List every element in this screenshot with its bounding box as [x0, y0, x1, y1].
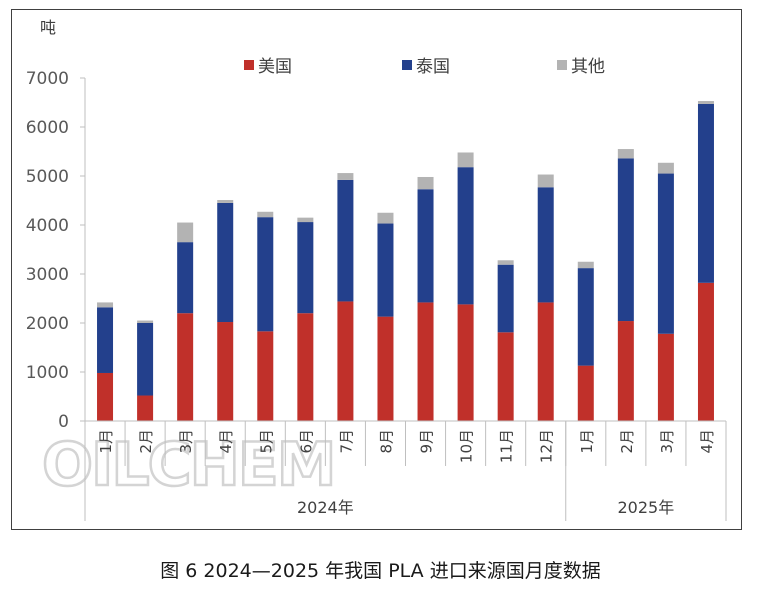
bar-usa [257, 331, 274, 421]
group-label: 2025年 [618, 498, 675, 517]
x-tick-label: 8月 [377, 429, 395, 454]
bar-thailand [537, 187, 554, 303]
legend-label: 其他 [571, 57, 605, 77]
legend-label: 泰国 [416, 57, 450, 77]
bar-other [337, 173, 354, 180]
y-axis-unit-label: 吨 [40, 18, 56, 37]
bar-usa [97, 372, 114, 421]
bar-other [417, 176, 434, 190]
chart-plot: 吨 OILCHEM 01000200030004000500060007000 … [26, 18, 727, 521]
bar-usa [177, 313, 194, 421]
bar-thailand [297, 222, 314, 314]
bar-usa [417, 302, 434, 421]
y-tick-label: 4000 [26, 216, 69, 236]
y-tick-label: 5000 [26, 167, 69, 187]
bar-other [697, 101, 714, 104]
bar-other [657, 162, 674, 174]
bar-usa [217, 322, 234, 421]
bar-other [97, 302, 114, 308]
bar-thailand [417, 189, 434, 303]
bar-usa [697, 282, 714, 421]
x-tick-label: 1月 [97, 429, 115, 454]
group-label: 2024年 [297, 498, 354, 517]
bar-other [537, 174, 554, 188]
bar-thailand [577, 268, 594, 366]
bar-other [377, 212, 394, 224]
bar-usa [337, 301, 354, 421]
legend-swatch [244, 60, 254, 70]
x-tick-label: 2月 [137, 429, 155, 454]
y-tick-label: 1000 [26, 363, 69, 383]
legend-swatch [402, 60, 412, 70]
x-tick-label: 4月 [217, 429, 235, 454]
x-tick-label: 12月 [538, 429, 556, 463]
bar-other [177, 222, 194, 243]
bar-usa [137, 395, 154, 421]
bar-other [497, 260, 514, 265]
bar-usa [577, 365, 594, 421]
x-tick-label: 4月 [698, 429, 716, 454]
bar-thailand [177, 242, 194, 314]
bar-usa [377, 316, 394, 421]
x-tick-label: 10月 [458, 429, 476, 463]
bar-usa [537, 302, 554, 421]
bar-other [257, 211, 274, 218]
x-tick-label: 9月 [418, 429, 436, 454]
y-tick-label: 0 [58, 412, 69, 432]
bar-usa [297, 313, 314, 421]
bar-thailand [697, 103, 714, 283]
bar-usa [617, 321, 634, 421]
bar-other [577, 261, 594, 269]
bar-thailand [617, 158, 634, 322]
y-tick-label: 6000 [26, 118, 69, 138]
bar-other [457, 152, 474, 168]
bar-thailand [337, 179, 354, 302]
bar-thailand [457, 167, 474, 305]
bar-other [297, 217, 314, 223]
x-tick-label: 7月 [337, 429, 355, 454]
x-tick-label: 1月 [578, 429, 596, 454]
x-tick-label: 5月 [257, 429, 275, 454]
bar-thailand [657, 173, 674, 334]
watermark: OILCHEM [42, 430, 335, 500]
legend-swatch [557, 60, 567, 70]
bar-thailand [217, 202, 234, 323]
y-tick-label: 2000 [26, 314, 69, 334]
x-tick-label: 11月 [498, 429, 516, 463]
bar-thailand [137, 323, 154, 396]
bar-other [617, 149, 634, 159]
bar-other [137, 320, 154, 323]
bar-usa [457, 304, 474, 421]
x-tick-label: 3月 [658, 429, 676, 454]
legend-label: 美国 [258, 57, 292, 77]
bar-thailand [497, 264, 514, 333]
y-tick-label: 7000 [26, 69, 69, 89]
bar-usa [497, 332, 514, 421]
bar-thailand [377, 223, 394, 317]
bar-thailand [257, 217, 274, 332]
bar-thailand [97, 307, 114, 373]
chart-frame: 吨 OILCHEM 0 1000 2000 3000 4000 5000 6000 7000 … [11, 9, 742, 530]
y-tick-label: 3000 [26, 265, 69, 285]
bar-other [217, 200, 234, 203]
x-tick-label: 6月 [297, 429, 315, 454]
x-tick-label: 2月 [618, 429, 636, 454]
bar-usa [657, 333, 674, 421]
figure-caption: 图 6 2024—2025 年我国 PLA 进口来源国月度数据 [160, 560, 601, 582]
x-tick-label: 3月 [177, 429, 195, 454]
